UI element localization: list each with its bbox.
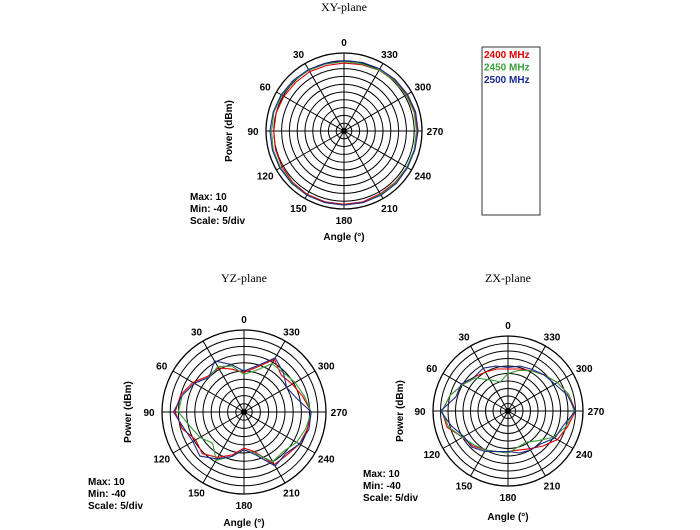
angle-tick-label: 180	[500, 493, 517, 504]
angle-tick-label: 90	[414, 407, 426, 418]
grid-spoke	[442, 373, 509, 412]
polar-chart-xy-plane: XY-plane 0 30 60 90 120 150 180 210 240 270 300 330 M…	[190, 0, 541, 243]
grid-spoke	[243, 411, 286, 484]
series-line-2500-mhz	[172, 357, 312, 467]
grid-spoke	[276, 91, 345, 132]
series-line-2500-mhz	[439, 365, 577, 454]
legend-entry: 2500 MHz	[484, 75, 530, 86]
scale-info: Max: 10	[363, 469, 400, 480]
angle-tick-label: 330	[283, 327, 300, 338]
grid-spoke	[442, 410, 509, 449]
grid-spoke	[243, 370, 316, 413]
angle-tick-label: 120	[153, 455, 170, 466]
angle-tick-label: 180	[236, 501, 253, 512]
grid-spoke	[243, 340, 286, 413]
y-axis-label: Power (dBm)	[224, 100, 235, 162]
center-dot	[241, 409, 247, 415]
legend-entry: 2400 MHz	[484, 50, 530, 61]
angle-tick-label: 150	[188, 489, 205, 500]
grid-spoke	[470, 410, 509, 477]
grid-spoke	[276, 130, 345, 171]
grid-spoke	[470, 345, 509, 412]
angle-tick-label: 0	[505, 321, 511, 332]
grid-spoke	[507, 373, 574, 412]
grid-spoke	[343, 63, 384, 132]
angle-tick-label: 60	[260, 83, 272, 94]
angle-tick-label: 30	[293, 50, 305, 61]
angle-tick-label: 120	[423, 450, 440, 461]
grid-spoke	[343, 130, 412, 171]
angle-tick-label: 270	[427, 127, 444, 138]
grid-spoke	[507, 410, 574, 449]
angle-tick-label: 120	[257, 172, 274, 183]
angle-tick-label: 210	[381, 204, 398, 215]
x-axis-label: Angle (°)	[323, 232, 364, 243]
grid-spoke	[343, 91, 412, 132]
angle-tick-label: 90	[143, 408, 155, 419]
x-axis-label: Angle (°)	[223, 518, 264, 529]
scale-info: Min: -40	[190, 204, 228, 215]
chart-title: YZ-plane	[221, 271, 267, 285]
legend-box	[481, 46, 541, 216]
grid-spoke	[243, 411, 316, 454]
center-dot	[505, 408, 511, 414]
grid-spoke	[507, 410, 546, 477]
grid-spoke	[202, 411, 245, 484]
center-dot	[341, 128, 347, 134]
angle-tick-label: 0	[241, 315, 247, 326]
angle-tick-label: 90	[247, 127, 259, 138]
scale-info: Max: 10	[88, 477, 125, 488]
angle-tick-label: 210	[283, 489, 300, 500]
angle-tick-label: 180	[336, 216, 353, 227]
series-line-2400-mhz	[273, 62, 418, 205]
angle-tick-label: 300	[576, 364, 593, 375]
angle-tick-label: 270	[588, 407, 605, 418]
scale-info: Scale: 5/div	[363, 493, 418, 504]
angle-tick-label: 30	[191, 327, 203, 338]
angle-tick-label: 240	[576, 450, 593, 461]
angle-tick-label: 0	[341, 38, 347, 49]
scale-info: Max: 10	[190, 192, 227, 203]
polar-chart-zx-plane: ZX-plane 0 30 60 90 120 150 180 210 240 270 300 330 M…	[363, 271, 605, 523]
polar-chart-yz-plane: YZ-plane 0 30 60 90 120 150 180 210 240 270 300 330 M…	[88, 271, 348, 529]
y-axis-label: Power (dBm)	[123, 381, 134, 443]
grid-spoke	[172, 411, 245, 454]
series-line-2450-mhz	[441, 369, 575, 454]
grid-spoke	[304, 63, 345, 132]
grid-spoke	[507, 345, 546, 412]
scale-info: Min: -40	[88, 489, 126, 500]
x-axis-label: Angle (°)	[487, 512, 528, 523]
scale-info: Min: -40	[363, 481, 401, 492]
angle-tick-label: 150	[290, 204, 307, 215]
angle-tick-label: 300	[414, 83, 431, 94]
series-line-2500-mhz	[269, 60, 419, 206]
legend-entry: 2450 MHz	[484, 63, 530, 74]
grid-spoke	[304, 130, 345, 199]
angle-tick-label: 300	[318, 362, 335, 373]
angle-tick-label: 240	[414, 172, 431, 183]
grid-spoke	[343, 130, 384, 199]
series-line-2400-mhz	[174, 358, 312, 466]
angle-tick-label: 150	[456, 481, 473, 492]
y-axis-label: Power (dBm)	[395, 380, 406, 442]
angle-tick-label: 240	[318, 455, 335, 466]
scale-info: Scale: 5/div	[88, 501, 143, 512]
grid-spoke	[172, 370, 245, 413]
chart-title: XY-plane	[321, 0, 367, 14]
angle-tick-label: 210	[544, 481, 561, 492]
angle-tick-label: 60	[156, 362, 168, 373]
grid-spoke	[202, 340, 245, 413]
angle-tick-label: 270	[331, 408, 348, 419]
scale-info: Scale: 5/div	[190, 216, 245, 227]
angle-tick-label: 330	[544, 333, 561, 344]
angle-tick-label: 60	[426, 364, 438, 375]
chart-title: ZX-plane	[485, 271, 531, 285]
angle-tick-label: 30	[458, 333, 470, 344]
angle-tick-label: 330	[381, 50, 398, 61]
